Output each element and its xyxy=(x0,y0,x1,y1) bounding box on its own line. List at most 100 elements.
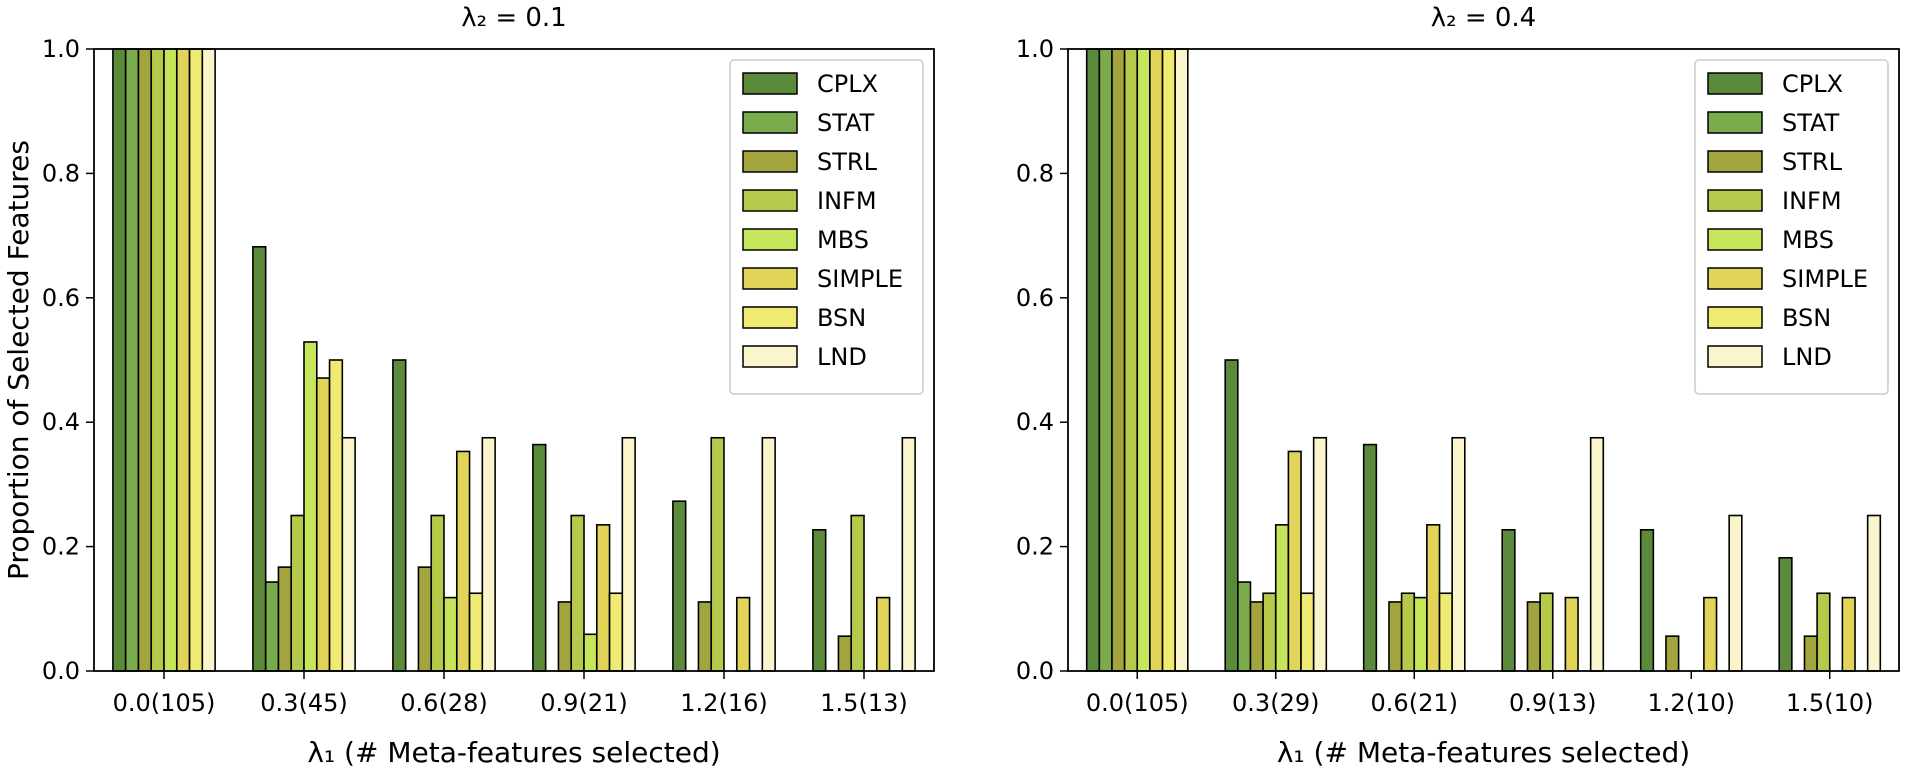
legend-swatch-lnd xyxy=(742,345,798,368)
bar-infm-4 xyxy=(710,436,725,672)
y-tick-label: 0.4 xyxy=(1016,408,1054,436)
bar-cplx-5 xyxy=(1778,556,1793,672)
legend-swatch-cplx xyxy=(742,72,798,95)
bar-infm-5 xyxy=(850,514,865,672)
bar-strl-3 xyxy=(1526,601,1541,672)
legend: CPLX STAT STRL INFM MBS SIMPLE BSN LND xyxy=(729,59,924,395)
chart-title: λ₂ = 0.1 xyxy=(461,3,566,33)
y-tick-label: 1.0 xyxy=(1016,35,1054,63)
bar-infm-0 xyxy=(150,48,165,672)
bar-cplx-1 xyxy=(252,245,267,672)
bar-simple-4 xyxy=(735,596,751,672)
legend-swatch-bsn xyxy=(1707,306,1763,329)
x-tick-label: 0.3(29) xyxy=(1232,689,1319,717)
bar-strl-2 xyxy=(1388,601,1403,672)
bar-stat-0 xyxy=(124,48,140,672)
bar-strl-1 xyxy=(277,566,293,672)
bar-strl-3 xyxy=(557,601,573,672)
legend-label-bsn: BSN xyxy=(1782,304,1831,332)
bar-simple-3 xyxy=(595,524,611,672)
bar-infm-3 xyxy=(1539,592,1554,672)
x-axis-label: λ₁ (# Meta-features selected) xyxy=(1277,736,1690,769)
legend-label-mbs: MBS xyxy=(1782,226,1834,254)
legend-label-infm: INFM xyxy=(817,187,877,215)
bar-cplx-3 xyxy=(532,443,547,672)
bar-mbs-1 xyxy=(303,341,318,672)
bar-simple-5 xyxy=(1841,596,1856,672)
y-tick-label: 0.2 xyxy=(42,533,80,561)
legend-label-lnd: LND xyxy=(817,343,867,371)
bar-simple-4 xyxy=(1703,596,1718,672)
bar-strl-4 xyxy=(697,601,713,672)
bar-cplx-2 xyxy=(1362,443,1378,672)
x-tick-label: 0.9(13) xyxy=(1509,689,1596,717)
y-tick-label: 0.0 xyxy=(1016,657,1054,685)
legend-swatch-simple xyxy=(742,267,798,290)
legend-swatch-strl xyxy=(742,150,798,173)
bar-cplx-2 xyxy=(392,359,407,672)
bar-mbs-3 xyxy=(583,633,598,672)
bar-lnd-2 xyxy=(481,436,496,672)
bar-lnd-3 xyxy=(621,436,636,672)
bar-bsn-0 xyxy=(1161,48,1176,672)
bar-strl-4 xyxy=(1665,635,1680,672)
bar-bsn-3 xyxy=(608,592,624,672)
bar-lnd-4 xyxy=(1728,514,1743,672)
legend-swatch-strl xyxy=(1707,150,1763,173)
legend-swatch-mbs xyxy=(1707,228,1763,251)
bar-strl-5 xyxy=(837,635,853,672)
x-tick-label: 1.5(10) xyxy=(1786,689,1873,717)
x-tick-label: 0.0(105) xyxy=(1086,689,1189,717)
bar-bsn-2 xyxy=(468,592,484,672)
legend-label-simple: SIMPLE xyxy=(1782,265,1868,293)
bar-strl-2 xyxy=(417,566,433,672)
bar-infm-0 xyxy=(1123,48,1139,672)
y-tick-label: 0.6 xyxy=(42,284,80,312)
bar-simple-3 xyxy=(1564,596,1579,672)
bar-simple-2 xyxy=(1426,524,1441,672)
x-tick-label: 1.5(13) xyxy=(820,689,907,717)
legend-swatch-stat xyxy=(742,111,798,134)
x-tick-label: 0.6(28) xyxy=(400,689,487,717)
bar-cplx-3 xyxy=(1501,529,1516,672)
plot-frame xyxy=(93,48,935,672)
y-axis-label: Proportion of Selected Features xyxy=(2,140,35,580)
bar-bsn-1 xyxy=(328,359,344,672)
bar-lnd-5 xyxy=(901,436,916,672)
bar-mbs-0 xyxy=(163,48,178,672)
bar-bsn-2 xyxy=(1438,592,1453,672)
legend-label-strl: STRL xyxy=(1782,148,1843,176)
y-tick-label: 0.8 xyxy=(42,159,80,187)
legend-label-simple: SIMPLE xyxy=(817,265,903,293)
legend-label-strl: STRL xyxy=(817,148,878,176)
bar-infm-2 xyxy=(1400,592,1416,672)
y-tick-label: 1.0 xyxy=(42,35,80,63)
bar-cplx-0 xyxy=(1085,48,1101,672)
legend-label-cplx: CPLX xyxy=(817,70,878,98)
bar-strl-0 xyxy=(137,48,153,672)
legend-swatch-cplx xyxy=(1707,72,1763,95)
bar-lnd-0 xyxy=(201,48,216,672)
bar-mbs-0 xyxy=(1136,48,1151,672)
bar-simple-0 xyxy=(1149,48,1164,672)
bar-cplx-1 xyxy=(1224,359,1239,672)
legend-swatch-bsn xyxy=(742,306,798,329)
legend-label-lnd: LND xyxy=(1782,343,1832,371)
x-axis-label: λ₁ (# Meta-features selected) xyxy=(307,736,720,769)
bar-infm-1 xyxy=(290,514,305,672)
bar-infm-2 xyxy=(430,514,445,672)
y-tick-label: 0.2 xyxy=(1016,533,1054,561)
bar-infm-1 xyxy=(1262,592,1277,672)
bar-cplx-0 xyxy=(112,48,127,672)
x-tick-label: 1.2(10) xyxy=(1648,689,1735,717)
bar-stat-1 xyxy=(1237,581,1252,672)
bar-infm-5 xyxy=(1816,592,1831,672)
x-tick-label: 0.3(45) xyxy=(260,689,347,717)
bar-simple-1 xyxy=(315,377,331,672)
bar-cplx-5 xyxy=(812,529,827,672)
chart-panel-2: λ₂ = 0.4 0.0(105) 0.3(29) 0.6(21) 0.9(13) 1.2… xyxy=(1016,3,1900,769)
bar-bsn-0 xyxy=(188,48,204,672)
bar-lnd-3 xyxy=(1589,436,1605,672)
bar-mbs-2 xyxy=(443,596,458,672)
